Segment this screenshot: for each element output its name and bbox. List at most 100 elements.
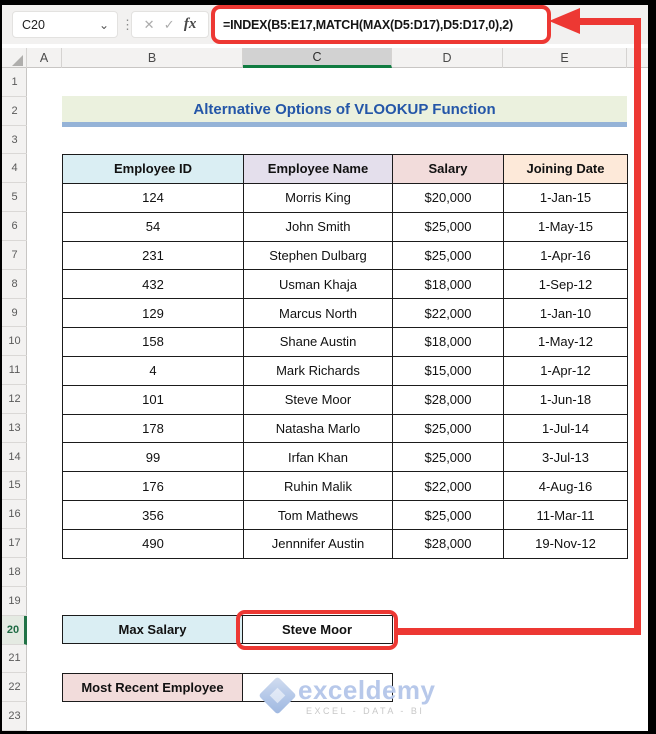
table-cell[interactable]: Steve Moor bbox=[244, 385, 393, 415]
table-cell[interactable]: Ruhin Malik bbox=[244, 472, 393, 502]
table-cell[interactable]: $22,000 bbox=[393, 299, 504, 329]
table-cell[interactable]: 432 bbox=[63, 270, 244, 300]
table-cell[interactable]: Natasha Marlo bbox=[244, 414, 393, 444]
chevron-down-icon[interactable]: ⌄ bbox=[98, 17, 109, 32]
table-cell[interactable]: Shane Austin bbox=[244, 328, 393, 357]
table-cell[interactable]: Irfan Khan bbox=[244, 443, 393, 473]
table-cell[interactable]: 4 bbox=[63, 356, 244, 386]
name-box-value: C20 bbox=[22, 17, 45, 32]
table-cell[interactable]: 176 bbox=[63, 472, 244, 502]
row-header-6[interactable]: 6 bbox=[2, 212, 27, 241]
table-cell[interactable]: 1-May-15 bbox=[504, 212, 628, 242]
table-cell[interactable]: 1-Sep-12 bbox=[504, 270, 628, 300]
row-header-14[interactable]: 14 bbox=[2, 443, 27, 472]
table-cell[interactable]: 1-May-12 bbox=[504, 328, 628, 357]
column-header-A[interactable]: A bbox=[27, 48, 62, 68]
annotation-result-box bbox=[236, 610, 398, 650]
row-header-3[interactable]: 3 bbox=[2, 126, 27, 155]
max-salary-label-cell[interactable]: Max Salary bbox=[62, 615, 243, 644]
table-cell[interactable]: 490 bbox=[63, 529, 244, 559]
table-cell[interactable]: $20,000 bbox=[393, 183, 504, 213]
table-cell[interactable]: Stephen Dulbarg bbox=[244, 241, 393, 271]
formula-input[interactable]: =INDEX(B5:E17,MATCH(MAX(D5:D17),D5:D17,0… bbox=[211, 5, 551, 44]
row-header-7[interactable]: 7 bbox=[2, 241, 27, 270]
table-cell[interactable]: $18,000 bbox=[393, 270, 504, 300]
row-header-23[interactable]: 23 bbox=[2, 702, 27, 731]
row-header-16[interactable]: 16 bbox=[2, 500, 27, 530]
table-cell[interactable]: $25,000 bbox=[393, 443, 504, 473]
table-header-cell[interactable]: Salary bbox=[393, 155, 504, 184]
row-header-15[interactable]: 15 bbox=[2, 472, 27, 501]
row-header-10[interactable]: 10 bbox=[2, 327, 27, 357]
table-cell[interactable]: $18,000 bbox=[393, 328, 504, 357]
column-header-B[interactable]: B bbox=[62, 48, 243, 68]
table-cell[interactable]: $15,000 bbox=[393, 356, 504, 386]
table-header-cell[interactable]: Joining Date bbox=[504, 155, 628, 184]
table-cell[interactable]: 158 bbox=[63, 328, 244, 357]
table-cell[interactable]: Marcus North bbox=[244, 299, 393, 329]
table-cell[interactable]: Morris King bbox=[244, 183, 393, 213]
table-cell[interactable]: 178 bbox=[63, 414, 244, 444]
table-cell[interactable]: 1-Jul-14 bbox=[504, 414, 628, 444]
table-cell[interactable]: 1-Apr-16 bbox=[504, 241, 628, 271]
table-cell[interactable]: $25,000 bbox=[393, 414, 504, 444]
table-cell[interactable]: 1-Jan-15 bbox=[504, 183, 628, 213]
recent-employee-label-cell[interactable]: Most Recent Employee bbox=[62, 673, 243, 702]
table-cell[interactable]: $22,000 bbox=[393, 472, 504, 502]
table-cell[interactable]: $28,000 bbox=[393, 529, 504, 559]
row-header-17[interactable]: 17 bbox=[2, 529, 27, 559]
row-header-13[interactable]: 13 bbox=[2, 414, 27, 443]
table-cell[interactable]: $25,000 bbox=[393, 501, 504, 530]
table-cell[interactable]: Usman Khaja bbox=[244, 270, 393, 300]
row-header-12[interactable]: 12 bbox=[2, 385, 27, 414]
table-cell[interactable]: 1-Apr-12 bbox=[504, 356, 628, 386]
table-cell[interactable]: 1-Jun-18 bbox=[504, 385, 628, 415]
column-header-D[interactable]: D bbox=[392, 48, 503, 68]
row-header-19[interactable]: 19 bbox=[2, 587, 27, 616]
annotation-connector-top bbox=[577, 18, 641, 25]
row-header-4[interactable]: 4 bbox=[2, 154, 27, 184]
table-cell[interactable]: 3-Jul-13 bbox=[504, 443, 628, 473]
table-cell[interactable]: 356 bbox=[63, 501, 244, 530]
max-salary-result-cell[interactable]: Steve Moor bbox=[241, 615, 393, 644]
table-cell[interactable]: 1-Jan-10 bbox=[504, 299, 628, 329]
table-header-cell[interactable]: Employee ID bbox=[63, 155, 244, 184]
employee-table: Employee ID Employee Name Salary Joining Da… bbox=[62, 154, 628, 559]
table-cell[interactable]: 4-Aug-16 bbox=[504, 472, 628, 502]
row-header-22[interactable]: 22 bbox=[2, 673, 27, 703]
table-cell[interactable]: Tom Mathews bbox=[244, 501, 393, 530]
table-cell[interactable]: 19-Nov-12 bbox=[504, 529, 628, 559]
row-header-2[interactable]: 2 bbox=[2, 97, 27, 126]
table-cell[interactable]: 129 bbox=[63, 299, 244, 329]
table-header-cell[interactable]: Employee Name bbox=[244, 155, 393, 184]
table-cell[interactable]: $25,000 bbox=[393, 241, 504, 271]
row-header-20[interactable]: 20 bbox=[2, 615, 27, 645]
cancel-icon[interactable]: ✕ bbox=[143, 16, 155, 32]
fx-icon[interactable]: fx bbox=[183, 16, 197, 32]
select-all-button[interactable] bbox=[2, 48, 27, 68]
row-header-21[interactable]: 21 bbox=[2, 645, 27, 674]
table-cell[interactable]: Mark Richards bbox=[244, 356, 393, 386]
name-box[interactable]: C20 ⌄ bbox=[12, 11, 118, 38]
table-cell[interactable]: $25,000 bbox=[393, 212, 504, 242]
table-cell[interactable]: 101 bbox=[63, 385, 244, 415]
row-header-9[interactable]: 9 bbox=[2, 299, 27, 328]
row-header-5[interactable]: 5 bbox=[2, 183, 27, 213]
table-cell[interactable]: 231 bbox=[63, 241, 244, 271]
column-header-C[interactable]: C bbox=[243, 48, 392, 68]
table-cell[interactable]: John Smith bbox=[244, 212, 393, 242]
row-header-8[interactable]: 8 bbox=[2, 270, 27, 299]
table-cell[interactable]: Jennnifer Austin bbox=[244, 529, 393, 559]
table-cell[interactable]: 99 bbox=[63, 443, 244, 473]
column-header-E[interactable]: E bbox=[503, 48, 627, 68]
enter-icon[interactable]: ✓ bbox=[163, 16, 175, 32]
table-cell[interactable]: 124 bbox=[63, 183, 244, 213]
annotation-connector-vertical bbox=[634, 18, 641, 635]
table-cell[interactable]: 54 bbox=[63, 212, 244, 242]
table-cell[interactable]: $28,000 bbox=[393, 385, 504, 415]
row-header-18[interactable]: 18 bbox=[2, 558, 27, 587]
table-cell[interactable]: 11-Mar-11 bbox=[504, 501, 628, 530]
row-header-11[interactable]: 11 bbox=[2, 356, 27, 386]
recent-employee-result-cell[interactable] bbox=[241, 673, 393, 702]
row-header-1[interactable]: 1 bbox=[2, 68, 27, 97]
